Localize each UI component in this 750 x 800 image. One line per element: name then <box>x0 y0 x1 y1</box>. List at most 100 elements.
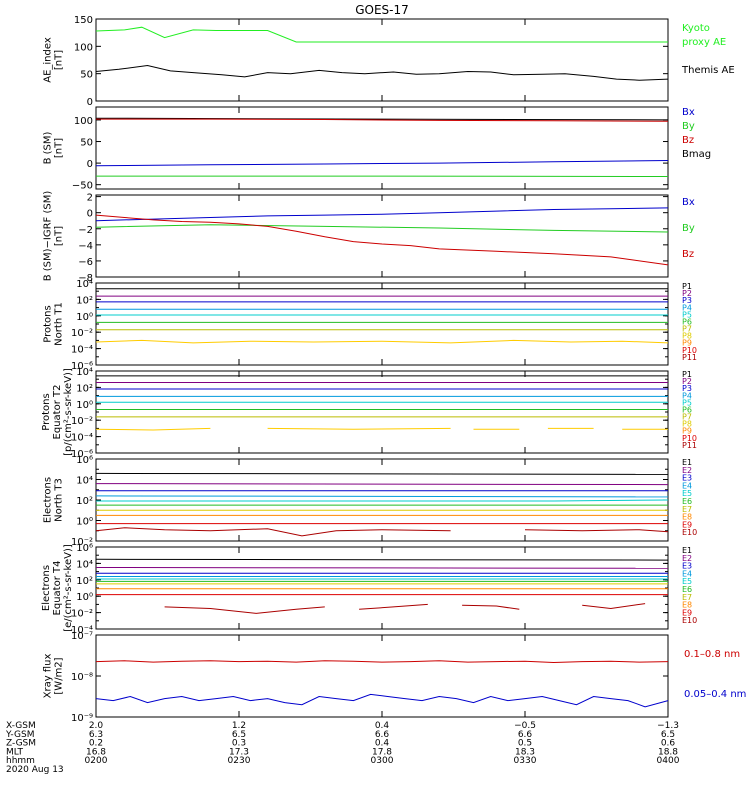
legend-entry: P4 <box>682 303 692 312</box>
y-tick-label: 0 <box>87 209 93 220</box>
y-tick-label: 10⁻⁸ <box>71 672 93 683</box>
x-tick-value: 18.3 <box>515 747 535 757</box>
legend-entry: Bx <box>682 107 695 118</box>
y-tick-label: −2 <box>78 225 93 236</box>
legend-entry: E5 <box>682 489 692 498</box>
panel-bdiff: −8 −6 −4 −2 0 2 B (SM)−IGRF (SM) [nT] Bx By Bz <box>43 191 695 284</box>
legend-entry: E7 <box>682 505 692 514</box>
series-line-e2 <box>95 483 669 486</box>
legend-entry: E8 <box>682 601 692 610</box>
series-line-kyoto-proxy-ae <box>95 26 668 43</box>
legend-entry: P10 <box>682 434 697 443</box>
x-tick-value: −0.5 <box>514 721 536 731</box>
x-tick-value: 0.4 <box>375 721 390 731</box>
y-axis-label: Protons <box>43 305 54 342</box>
legend-entry: By <box>682 223 695 234</box>
panel-frame <box>95 634 669 718</box>
series-line-p8 <box>95 427 211 431</box>
legend-entry: P1 <box>682 370 692 379</box>
series-line-e2 <box>95 567 669 569</box>
legend-entry: Bx <box>682 197 695 208</box>
y-tick-label: 150 <box>74 15 93 26</box>
legend-entry: Bz <box>682 135 694 146</box>
series-line-0-1-0-8-nm <box>95 660 669 664</box>
x-tick-value: −1.3 <box>657 721 679 731</box>
y-axis-label: AE_index <box>43 37 54 83</box>
y-tick-label: 10² <box>76 383 93 394</box>
y-axis-label: [W/m2] <box>54 657 65 694</box>
series-line-bz <box>95 214 669 266</box>
legend-entry: Bmag <box>682 149 711 160</box>
y-tick-label: 10⁴ <box>76 476 93 487</box>
x-tick-value: 6.5 <box>661 730 675 740</box>
panel-frame <box>95 458 669 542</box>
legend-entry: P1 <box>682 282 692 291</box>
y-tick-label: 10⁻⁷ <box>71 631 93 642</box>
series-line-p8 <box>267 427 451 430</box>
x-tick-value: 0.3 <box>232 739 246 749</box>
panel-xray: 10⁻⁹ 10⁻⁸ 10⁻⁷ Xray flux [W/m2] 0.1–0.8 nm 0.0… <box>43 631 747 724</box>
y-tick-label: 10⁰ <box>76 517 93 528</box>
y-tick-label: 0 <box>87 97 93 108</box>
y-tick-label: 10⁻⁴ <box>71 625 93 636</box>
legend-entry: P3 <box>682 384 692 393</box>
legend-entry: P11 <box>682 441 697 450</box>
series-line-e4 <box>95 495 669 498</box>
y-tick-label: 10² <box>76 576 93 587</box>
legend-entry: E9 <box>682 608 692 617</box>
y-tick-label: −4 <box>78 241 93 252</box>
x-tick-value: 2.0 <box>89 721 104 731</box>
legend-entry: P8 <box>682 420 692 429</box>
y-tick-label: 2 <box>87 193 93 204</box>
y-tick-label: 10⁻² <box>71 537 93 548</box>
legend-entry: Bz <box>682 249 694 260</box>
y-axis-label: Electrons <box>41 565 52 611</box>
panel-ee: 10⁻⁴ 10⁻² 10⁰ 10² 10⁴ 10⁶ Electrons Equator T4[… <box>41 543 697 636</box>
x-tick-value: 17.3 <box>229 747 249 757</box>
panel-frame <box>95 282 669 366</box>
y-tick-label: 10⁴ <box>76 559 93 570</box>
y-tick-label: 50 <box>80 70 93 81</box>
y-tick-label: 10⁻² <box>71 609 93 620</box>
x-tick-value: 6.6 <box>375 730 390 740</box>
x-tick-value: 0300 <box>371 756 394 766</box>
legend-entry: E7 <box>682 593 692 602</box>
series-line-e1 <box>95 558 669 561</box>
y-tick-label: 100 <box>74 42 93 53</box>
legend-entry: E3 <box>682 562 692 571</box>
series-line-0-05-0-4-nm <box>95 693 669 708</box>
legend-entry: P2 <box>682 289 692 298</box>
x-tick-value: 16.8 <box>86 747 106 757</box>
y-tick-label: 10⁶ <box>76 543 93 554</box>
legend-entry: P4 <box>682 391 692 400</box>
y-tick-label: 10⁻² <box>71 416 93 427</box>
legend-entry: P2 <box>682 377 692 386</box>
panel-frame <box>95 18 669 102</box>
legend-entry: E3 <box>682 474 692 483</box>
panel-frame <box>95 194 669 278</box>
y-tick-label: 10⁻⁹ <box>71 713 93 724</box>
chart-title: GOES-17 <box>355 3 409 17</box>
y-axis-label: [e/(cm²-s-sr-keV)] <box>63 544 74 632</box>
series-line-themis-ae <box>95 64 669 81</box>
x-tick-value: 0400 <box>657 756 680 766</box>
legend-entry: E10 <box>682 616 697 625</box>
y-axis-label: Electrons <box>43 477 54 523</box>
series-line-bz <box>96 118 669 122</box>
y-tick-label: 10⁰ <box>76 312 93 323</box>
series-line-e1 <box>95 472 669 475</box>
legend-entry: P10 <box>682 346 697 355</box>
x-tick-value: 0200 <box>85 756 108 766</box>
y-tick-label: 10⁻⁶ <box>71 361 93 372</box>
legend-entry: E1 <box>682 546 692 555</box>
legend-entry: P6 <box>682 405 692 414</box>
panel-frame <box>95 370 669 454</box>
legend-entry: Themis AE <box>681 65 735 76</box>
y-tick-label: 10⁻⁴ <box>71 345 93 356</box>
y-tick-label: 10⁴ <box>76 279 93 290</box>
y-tick-label: 10⁴ <box>76 367 93 378</box>
x-row-label: X-GSM <box>6 721 36 731</box>
series-line-p8 <box>95 339 669 344</box>
